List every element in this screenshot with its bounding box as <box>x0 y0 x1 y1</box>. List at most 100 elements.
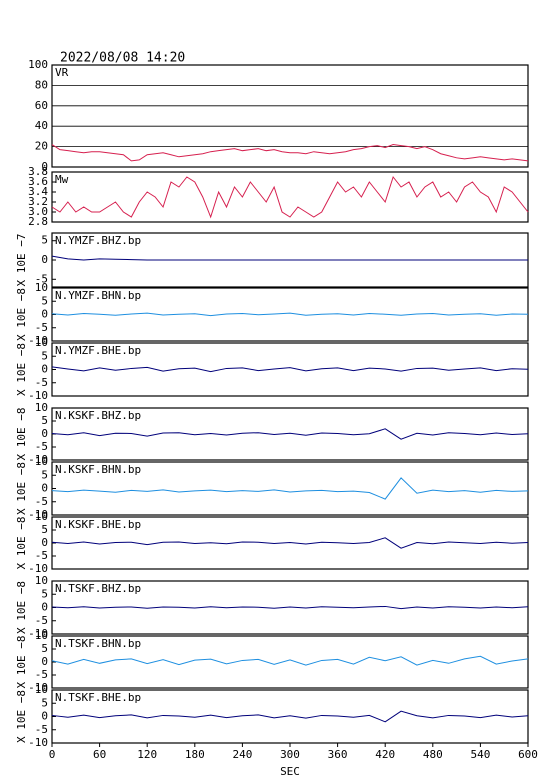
series-line <box>51 605 529 610</box>
y-tick-label: 10 <box>35 455 48 468</box>
y-axis-label: X 10E −8 <box>15 408 28 461</box>
series-label: N.TSKF.BHE.bp <box>55 691 141 704</box>
panel-frame <box>51 635 529 689</box>
y-axis-label: X 10E −8 <box>15 288 28 341</box>
y-tick-label: 5 <box>41 349 48 362</box>
series-line <box>51 710 529 723</box>
x-tick-label: 480 <box>423 748 443 761</box>
series-line <box>51 366 529 373</box>
x-tick-label: 120 <box>137 748 157 761</box>
y-tick-label: -5 <box>35 321 48 334</box>
x-tick-label: 360 <box>328 748 348 761</box>
y-tick-label: -10 <box>28 736 48 749</box>
series-line <box>51 537 529 549</box>
y-tick-label: 10 <box>35 281 48 294</box>
y-tick-label: 0 <box>41 308 48 321</box>
y-tick-label: 0 <box>41 363 48 376</box>
y-tick-label: -5 <box>35 614 48 627</box>
y-tick-label: -5 <box>35 272 48 285</box>
panel-frame <box>51 580 529 635</box>
y-tick-label: -5 <box>35 376 48 389</box>
series-label: N.YMZF.BHE.bp <box>55 344 141 357</box>
x-tick-label: 540 <box>470 748 490 761</box>
y-tick-label: 5 <box>41 414 48 427</box>
y-tick-label: -5 <box>35 723 48 736</box>
y-tick-label: 100 <box>28 58 48 71</box>
x-tick-label: 180 <box>185 748 205 761</box>
x-tick-label: 300 <box>280 748 300 761</box>
panel-frame <box>51 461 529 516</box>
series-line <box>51 655 529 666</box>
y-tick-label: 0 <box>41 427 48 440</box>
y-axis-label: X 10E −8 <box>15 636 28 689</box>
y-tick-label: 40 <box>35 119 48 132</box>
y-tick-label: -5 <box>35 495 48 508</box>
y-tick-label: -5 <box>35 440 48 453</box>
y-axis-label: X 10E −7 <box>15 234 28 287</box>
y-axis-label: X 10E −8 <box>15 690 28 743</box>
y-tick-label: 5 <box>41 587 48 600</box>
panel-frame <box>51 342 529 397</box>
y-tick-label: -10 <box>28 334 48 347</box>
y-tick-label: 3.4 <box>28 185 48 198</box>
y-tick-label: 10 <box>35 510 48 523</box>
y-tick-label: 10 <box>35 336 48 349</box>
y-axis-label: X 10E −8 <box>15 462 28 515</box>
series-label: VR <box>55 66 69 79</box>
y-tick-label: 80 <box>35 78 48 91</box>
series-line <box>51 255 528 261</box>
y-tick-label: -10 <box>28 453 48 466</box>
panel-frame <box>51 171 529 223</box>
y-tick-label: -10 <box>28 389 48 402</box>
y-axis-label: X 10E −8 <box>15 343 28 396</box>
y-tick-label: 2.8 <box>28 215 48 228</box>
y-tick-label: 3.0 <box>28 205 48 218</box>
y-tick-label: -5 <box>35 549 48 562</box>
y-tick-label: 3.2 <box>28 195 48 208</box>
y-tick-label: 5 <box>41 468 48 481</box>
y-axis-label: X 10E −8 <box>15 517 28 570</box>
y-tick-label: 5 <box>41 523 48 536</box>
x-tick-label: 0 <box>49 748 56 761</box>
series-label: Mw <box>55 173 69 186</box>
y-tick-label: 10 <box>35 683 48 696</box>
series-line <box>51 477 529 500</box>
y-tick-label: 0 <box>41 601 48 614</box>
chart-title: 2022/08/08 14:20 <box>60 51 185 66</box>
y-tick-label: 0 <box>41 253 48 266</box>
y-tick-label: 0 <box>41 655 48 668</box>
series-line <box>51 312 529 317</box>
x-tick-label: 240 <box>232 748 252 761</box>
y-tick-label: 0 <box>41 482 48 495</box>
y-tick-label: 5 <box>41 642 48 655</box>
x-tick-label: 420 <box>375 748 395 761</box>
y-tick-label: 0 <box>41 536 48 549</box>
y-tick-label: -10 <box>28 508 48 521</box>
series-label: N.TSKF.BHZ.bp <box>55 582 141 595</box>
series-label: N.TSKF.BHN.bp <box>55 637 141 650</box>
y-tick-label: -5 <box>35 668 48 681</box>
x-axis-label: SEC <box>280 765 300 778</box>
y-tick-label: 0 <box>41 710 48 723</box>
series-line <box>51 175 529 219</box>
y-tick-label: -10 <box>28 562 48 575</box>
y-tick-label: 5 <box>41 294 48 307</box>
series-label: N.KSKF.BHN.bp <box>55 463 141 476</box>
series-label: N.KSKF.BHZ.bp <box>55 409 141 422</box>
y-tick-label: -10 <box>28 627 48 640</box>
y-tick-label: 5 <box>41 234 48 247</box>
series-label: N.YMZF.BHN.bp <box>55 289 141 302</box>
y-tick-label: 60 <box>35 99 48 112</box>
y-tick-label: 20 <box>35 140 48 153</box>
y-axis-label: X 10E −8 <box>15 581 28 634</box>
y-tick-label: -10 <box>28 681 48 694</box>
panel-frame <box>51 516 529 570</box>
y-tick-label: 10 <box>35 629 48 642</box>
panel-frame <box>51 64 529 168</box>
series-line <box>51 144 529 162</box>
series-label: N.YMZF.BHZ.bp <box>55 234 141 247</box>
panel-frame <box>51 287 529 342</box>
y-tick-label: 3.6 <box>28 175 48 188</box>
x-tick-label: 600 <box>518 748 538 761</box>
y-tick-label: 10 <box>35 401 48 414</box>
